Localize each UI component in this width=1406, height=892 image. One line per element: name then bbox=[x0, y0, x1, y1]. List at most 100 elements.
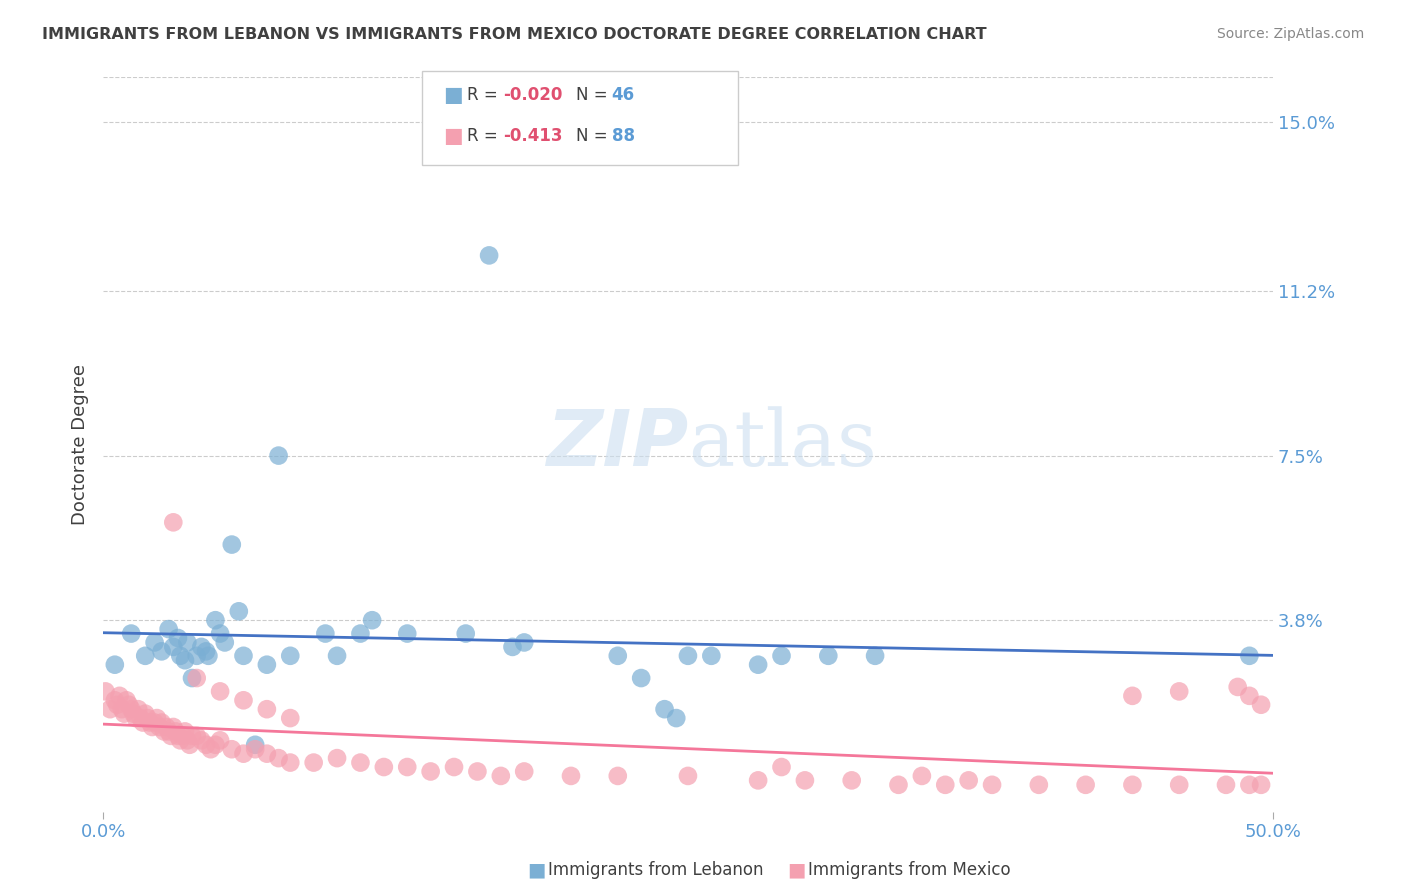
Point bbox=[560, 769, 582, 783]
Point bbox=[793, 773, 815, 788]
Point bbox=[1215, 778, 1237, 792]
Point bbox=[160, 729, 183, 743]
Point bbox=[190, 640, 212, 654]
Point bbox=[841, 773, 863, 788]
Point bbox=[112, 706, 135, 721]
Point bbox=[232, 648, 254, 663]
Point bbox=[200, 742, 222, 756]
Point bbox=[228, 604, 250, 618]
Point bbox=[654, 702, 676, 716]
Point bbox=[1239, 689, 1261, 703]
Point bbox=[190, 733, 212, 747]
Point bbox=[665, 711, 688, 725]
Point bbox=[314, 626, 336, 640]
Point bbox=[361, 613, 384, 627]
Text: ■: ■ bbox=[443, 86, 463, 105]
Point bbox=[108, 689, 131, 703]
Point bbox=[176, 733, 198, 747]
Point bbox=[174, 653, 197, 667]
Point bbox=[125, 711, 148, 725]
Point bbox=[467, 764, 489, 779]
Point bbox=[934, 778, 956, 792]
Point bbox=[181, 729, 204, 743]
Point bbox=[150, 715, 173, 730]
Point bbox=[162, 516, 184, 530]
Point bbox=[1168, 778, 1191, 792]
Point bbox=[256, 657, 278, 672]
Point bbox=[214, 635, 236, 649]
Point bbox=[120, 702, 142, 716]
Point bbox=[204, 738, 226, 752]
Point bbox=[146, 711, 169, 725]
Text: 46: 46 bbox=[612, 87, 634, 104]
Point bbox=[104, 693, 127, 707]
Point bbox=[136, 711, 159, 725]
Point bbox=[150, 644, 173, 658]
Point bbox=[396, 760, 419, 774]
Point bbox=[167, 729, 190, 743]
Point bbox=[129, 711, 152, 725]
Point bbox=[169, 733, 191, 747]
Text: Source: ZipAtlas.com: Source: ZipAtlas.com bbox=[1216, 27, 1364, 41]
Point bbox=[1028, 778, 1050, 792]
Point bbox=[1121, 778, 1143, 792]
Point bbox=[157, 724, 180, 739]
Point bbox=[256, 702, 278, 716]
Point bbox=[606, 769, 628, 783]
Text: Immigrants from Lebanon: Immigrants from Lebanon bbox=[548, 861, 763, 879]
Point bbox=[700, 648, 723, 663]
Point bbox=[176, 635, 198, 649]
Point bbox=[454, 626, 477, 640]
Point bbox=[326, 648, 349, 663]
Point bbox=[115, 693, 138, 707]
Point bbox=[1239, 778, 1261, 792]
Point bbox=[165, 724, 187, 739]
Point bbox=[502, 640, 524, 654]
Point bbox=[817, 648, 839, 663]
Point bbox=[513, 635, 536, 649]
Point bbox=[267, 449, 290, 463]
Point bbox=[186, 729, 208, 743]
Point bbox=[105, 698, 128, 712]
Point bbox=[162, 640, 184, 654]
Point bbox=[104, 657, 127, 672]
Point bbox=[155, 720, 177, 734]
Text: -0.020: -0.020 bbox=[503, 87, 562, 104]
Point bbox=[209, 626, 232, 640]
Point bbox=[676, 769, 699, 783]
Point bbox=[134, 648, 156, 663]
Point bbox=[148, 720, 170, 734]
Text: R =: R = bbox=[467, 128, 503, 145]
Point bbox=[232, 693, 254, 707]
Point bbox=[747, 773, 769, 788]
Point bbox=[118, 698, 141, 712]
Text: atlas: atlas bbox=[688, 407, 877, 483]
Point bbox=[1226, 680, 1249, 694]
Point bbox=[957, 773, 980, 788]
Point bbox=[278, 756, 301, 770]
Point bbox=[770, 648, 793, 663]
Point bbox=[981, 778, 1004, 792]
Point bbox=[221, 742, 243, 756]
Text: IMMIGRANTS FROM LEBANON VS IMMIGRANTS FROM MEXICO DOCTORATE DEGREE CORRELATION C: IMMIGRANTS FROM LEBANON VS IMMIGRANTS FR… bbox=[42, 27, 987, 42]
Point bbox=[243, 738, 266, 752]
Point bbox=[179, 738, 201, 752]
Point bbox=[127, 702, 149, 716]
Point bbox=[489, 769, 512, 783]
Point bbox=[1250, 778, 1272, 792]
Point bbox=[349, 756, 371, 770]
Point bbox=[197, 648, 219, 663]
Point bbox=[1121, 689, 1143, 703]
Point bbox=[1239, 648, 1261, 663]
Point bbox=[630, 671, 652, 685]
Point bbox=[167, 631, 190, 645]
Point bbox=[120, 626, 142, 640]
Point bbox=[278, 711, 301, 725]
Point bbox=[143, 635, 166, 649]
Point bbox=[181, 671, 204, 685]
Point bbox=[396, 626, 419, 640]
Point bbox=[169, 648, 191, 663]
Point bbox=[1074, 778, 1097, 792]
Point bbox=[162, 720, 184, 734]
Point bbox=[513, 764, 536, 779]
